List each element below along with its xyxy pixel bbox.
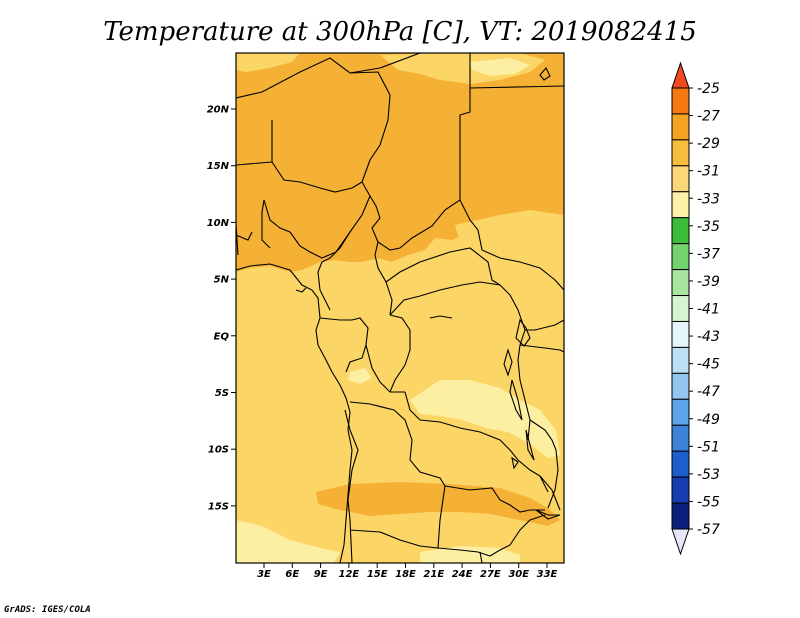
colorbar-swatch bbox=[671, 139, 690, 167]
lon-tick-label: 30E bbox=[508, 569, 529, 580]
fill-southern-warm-band bbox=[316, 482, 560, 526]
colorbar-top-arrow bbox=[671, 61, 690, 89]
colorbar-swatch bbox=[671, 243, 690, 271]
colorbar-bottom-arrow bbox=[671, 528, 690, 556]
fill-north-light bbox=[455, 210, 564, 242]
lat-tick-label: 15N bbox=[207, 161, 230, 172]
lon-tick-label: 33E bbox=[537, 569, 558, 580]
fill-top-patches-3 bbox=[470, 58, 530, 76]
colorbar-label: -41 bbox=[697, 302, 720, 318]
grads-credit: GrADS: IGES/COLA bbox=[4, 605, 91, 615]
lat-tick-label: 15S bbox=[208, 501, 229, 512]
lon-tick-label: 24E bbox=[452, 569, 473, 580]
colorbar-swatch bbox=[671, 165, 690, 193]
colorbar-label: -49 bbox=[697, 412, 720, 428]
colorbar-label: -55 bbox=[697, 494, 720, 510]
colorbar-swatch bbox=[671, 450, 690, 478]
lat-tick-label: 20N bbox=[207, 105, 230, 116]
fill-cool-pocket-east bbox=[410, 380, 560, 458]
lon-tick-label: 3E bbox=[257, 569, 271, 580]
colorbar-swatch bbox=[671, 217, 690, 245]
colorbar-label: -57 bbox=[697, 522, 720, 538]
colorbar-label: -31 bbox=[697, 164, 720, 180]
colorbar-label: -53 bbox=[697, 467, 720, 483]
colorbar-swatch bbox=[671, 87, 690, 115]
colorbar-label: -47 bbox=[697, 384, 720, 400]
colorbar-swatch bbox=[671, 424, 690, 452]
colorbar-swatch bbox=[671, 269, 690, 297]
colorbar-label: -35 bbox=[697, 219, 720, 235]
latitude-axis: 20N 15N 10N 5N EQ 5S 10S 15S bbox=[207, 105, 236, 512]
lon-tick-label: 6E bbox=[285, 569, 299, 580]
lon-tick-label: 12E bbox=[339, 569, 360, 580]
fill-cool-pocket-small bbox=[348, 368, 372, 384]
colorbar-label: -51 bbox=[697, 439, 720, 455]
longitude-axis: 3E 6E 9E 12E 15E 18E 21E 24E 27E 30E 33E bbox=[257, 563, 558, 580]
lat-tick-label: 10S bbox=[208, 445, 229, 456]
map-panel bbox=[236, 53, 564, 563]
lat-tick-label: EQ bbox=[214, 331, 230, 342]
colorbar-label: -27 bbox=[697, 109, 720, 125]
fill-top-patches bbox=[236, 53, 300, 72]
map-frame bbox=[235, 52, 565, 564]
colorbar-swatch bbox=[671, 346, 690, 374]
lon-tick-label: 18E bbox=[395, 569, 416, 580]
colorbar-swatch bbox=[671, 502, 690, 530]
colorbar-swatch bbox=[671, 398, 690, 426]
fill-south-light bbox=[420, 546, 520, 563]
fill-sahel-band bbox=[236, 53, 564, 272]
lon-tick-label: 21E bbox=[423, 569, 444, 580]
colorbar-swatch bbox=[671, 476, 690, 504]
lat-tick-label: 5N bbox=[214, 275, 230, 286]
coastline bbox=[236, 67, 561, 563]
colorbar-swatch bbox=[671, 191, 690, 219]
colorbar-label: -39 bbox=[697, 274, 720, 290]
colorbar-label: -45 bbox=[697, 357, 720, 373]
colorbar-label: -43 bbox=[697, 329, 720, 345]
lon-tick-label: 15E bbox=[367, 569, 388, 580]
lon-tick-label: 27E bbox=[480, 569, 501, 580]
colorbar-label: -29 bbox=[697, 136, 720, 152]
lat-tick-label: 5S bbox=[215, 388, 229, 399]
colorbar-swatch bbox=[671, 320, 690, 348]
lon-tick-label: 9E bbox=[314, 569, 328, 580]
map-title: Temperature at 300hPa [C], VT: 201908241… bbox=[103, 17, 697, 47]
fill-southwest-light bbox=[236, 520, 340, 563]
colorbar-swatch bbox=[671, 113, 690, 141]
lat-tick-label: 10N bbox=[207, 218, 230, 229]
colorbar-swatch bbox=[671, 295, 690, 322]
colorbar-label: -37 bbox=[697, 246, 720, 262]
colorbar: -25 -27 -29 -31 -33 -35 -37 -39 -41 -43 -45 -47 -49 -… bbox=[671, 61, 720, 556]
country-borders bbox=[236, 53, 564, 563]
colorbar-label: -33 bbox=[697, 191, 720, 207]
colorbar-swatch bbox=[671, 372, 690, 400]
colorbar-label: -25 bbox=[697, 81, 720, 97]
